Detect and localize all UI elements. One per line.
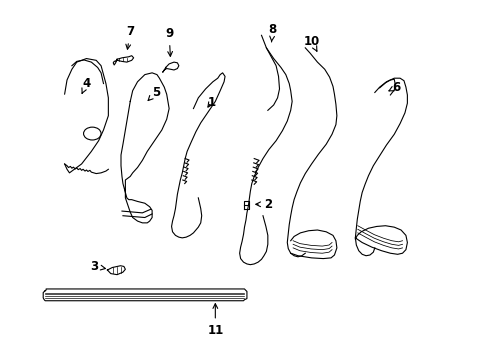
Text: 6: 6 — [388, 81, 400, 94]
Text: 2: 2 — [255, 198, 271, 211]
Text: 3: 3 — [90, 260, 105, 273]
Text: 8: 8 — [268, 23, 276, 42]
Text: 5: 5 — [148, 86, 160, 100]
Text: 7: 7 — [125, 25, 134, 49]
Text: 4: 4 — [82, 77, 90, 93]
Text: 9: 9 — [164, 27, 173, 56]
Text: 1: 1 — [207, 96, 215, 109]
Text: 11: 11 — [207, 304, 223, 337]
Text: 10: 10 — [303, 35, 319, 51]
